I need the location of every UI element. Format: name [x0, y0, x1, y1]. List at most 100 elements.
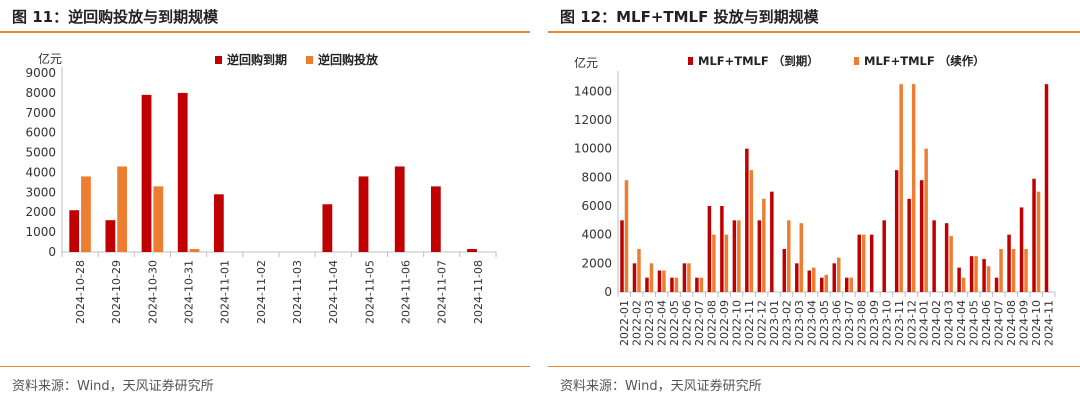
bar-series-1 — [682, 263, 687, 292]
y-tick-label: 1000 — [25, 225, 56, 239]
y-axis-label: 亿元 — [574, 55, 598, 70]
bar-series-1 — [1007, 234, 1011, 292]
bar-series-2 — [687, 263, 691, 292]
y-tick-label: 7000 — [25, 106, 56, 120]
y-tick-label: 10000 — [574, 142, 612, 156]
bar-series-2 — [949, 236, 953, 292]
bar-series-2 — [699, 277, 704, 292]
bar-series-2 — [117, 166, 128, 252]
bar-series-2 — [787, 220, 791, 292]
y-tick-label: 6000 — [581, 199, 612, 213]
x-tick-label: 2024-02 — [930, 300, 943, 346]
x-tick-label: 2022-01 — [618, 300, 631, 346]
bar-series-2 — [849, 277, 853, 292]
bar-series-2 — [924, 148, 928, 292]
bar-series-1 — [969, 256, 974, 292]
bar-series-1 — [1044, 84, 1049, 292]
bar-series-2 — [624, 180, 629, 292]
bar-series-2 — [1024, 249, 1028, 292]
bar-series-2 — [911, 84, 916, 292]
bar-series-1 — [745, 148, 749, 292]
x-tick-label: 2023-06 — [830, 300, 843, 346]
bar-series-1 — [645, 277, 649, 292]
x-tick-label: 2024-01 — [918, 300, 931, 346]
source-note: 资料来源：Wind，天风证券研究所 — [560, 379, 762, 394]
x-tick-label: 2024-03 — [943, 300, 956, 346]
bar-series-1 — [982, 259, 986, 292]
bar-series-1 — [620, 220, 624, 292]
bar-series-2 — [724, 234, 729, 292]
x-tick-label: 2024-07 — [993, 300, 1006, 346]
x-tick-label: 2022-12 — [755, 300, 768, 346]
legend-label: 逆回购到期 — [227, 52, 287, 67]
x-tick-label: 2023-10 — [880, 300, 893, 346]
bar-series-1 — [394, 166, 405, 252]
bar-series-1 — [795, 263, 799, 292]
x-tick-label: 2023-03 — [793, 300, 806, 346]
bar-series-2 — [974, 256, 978, 292]
x-tick-label: 2024-06 — [980, 300, 993, 346]
legend-swatch — [854, 57, 859, 65]
bar-series-1 — [857, 234, 861, 292]
x-tick-label: 2024-10-30 — [146, 260, 159, 324]
title-divider — [0, 31, 530, 33]
bar-series-2 — [662, 270, 666, 292]
bar-series-1 — [1019, 207, 1024, 292]
source-note: 资料来源：Wind，天风证券研究所 — [12, 379, 214, 394]
x-tick-label: 2024-11-05 — [363, 260, 376, 324]
bar-series-2 — [1036, 191, 1041, 292]
bar-series-1 — [657, 270, 662, 292]
legend-swatch — [215, 56, 222, 64]
x-tick-label: 2024-11-02 — [255, 260, 268, 324]
bar-series-1 — [832, 263, 836, 292]
bar-series-1 — [69, 210, 80, 252]
y-tick-label: 6000 — [25, 126, 56, 140]
y-tick-label: 9000 — [25, 66, 56, 80]
x-tick-label: 2024-11-06 — [399, 260, 412, 324]
x-tick-label: 2024-09 — [1018, 300, 1031, 346]
chart-title: 图 11：逆回购投放与到期规模 — [12, 8, 219, 26]
legend-label: MLF+TMLF （到期） — [698, 54, 819, 68]
reverse-repo-chart: 亿元 0 1000 2000 3000 4000 5000 6000 7000 8000 9000 2… — [25, 51, 497, 324]
x-tick-label: 2023-02 — [780, 300, 793, 346]
x-tick-label: 2022-07 — [693, 300, 706, 346]
source-divider — [548, 366, 1080, 367]
bar-series-2 — [1011, 249, 1016, 292]
bar-series-2 — [674, 277, 679, 292]
bar-series-1 — [894, 170, 899, 292]
bar-series-2 — [637, 249, 641, 292]
legend-label: 逆回购投放 — [318, 52, 379, 67]
bar-series-2 — [737, 220, 741, 292]
x-tick-label: 2022-10 — [730, 300, 743, 346]
x-tick-label: 2023-07 — [843, 300, 856, 346]
bar-series-1 — [467, 249, 477, 252]
bar-series-2 — [153, 186, 164, 252]
bar-series-1 — [707, 206, 712, 292]
bar-series-2 — [799, 223, 804, 292]
x-tick-label: 2023-11 — [893, 300, 906, 346]
y-tick-label: 12000 — [574, 113, 612, 127]
x-tick-label: 2022-06 — [681, 300, 694, 346]
bar-series-1 — [770, 191, 774, 292]
title-divider — [548, 31, 1080, 33]
x-tick-label: 2023-05 — [818, 300, 831, 346]
y-tick-label: 4000 — [581, 228, 612, 242]
legend-swatch — [688, 57, 693, 65]
bar-series-1 — [213, 194, 224, 252]
x-tick-label: 2023-08 — [855, 300, 868, 346]
y-tick-label: 8000 — [25, 86, 56, 100]
bar-series-2 — [649, 263, 654, 292]
x-tick-label: 2022-03 — [643, 300, 656, 346]
bar-series-2 — [837, 257, 841, 292]
y-tick-label: 4000 — [25, 165, 56, 179]
x-tick-label: 2024-11-03 — [291, 260, 304, 324]
chart-title: 图 12：MLF+TMLF 投放与到期规模 — [560, 8, 819, 26]
bar-series-2 — [712, 234, 716, 292]
bar-series-2 — [189, 249, 200, 252]
x-tick-label: 2024-11-08 — [472, 260, 485, 324]
bar-series-2 — [986, 266, 991, 292]
x-tick-label: 2024-10-29 — [110, 260, 123, 324]
x-tick-label: 2024-05 — [968, 300, 981, 346]
bar-series-1 — [882, 220, 886, 292]
y-tick-label: 14000 — [574, 84, 612, 98]
